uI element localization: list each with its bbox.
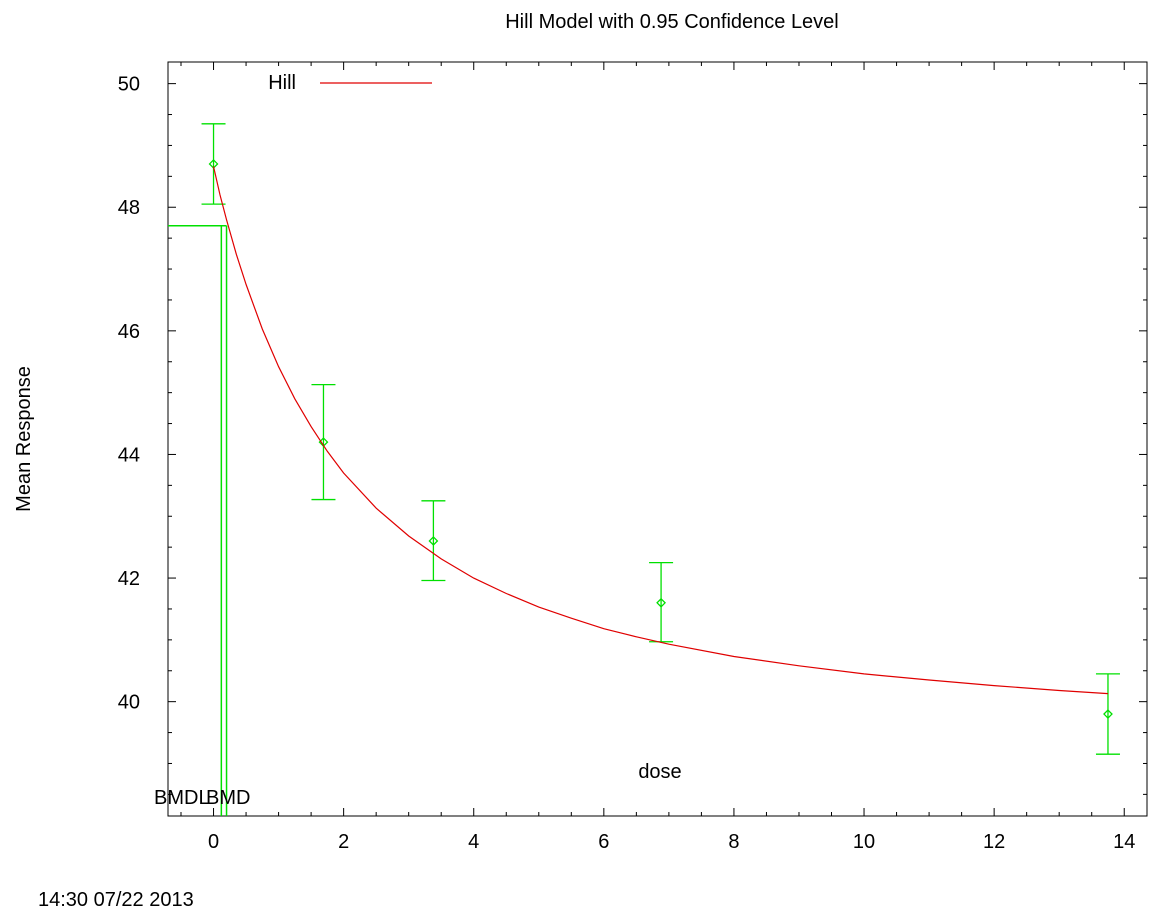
hill-fit-line	[212, 166, 1109, 695]
data-point	[1103, 709, 1113, 719]
y-tick-label: 46	[118, 321, 140, 343]
y-tick-label: 40	[118, 692, 140, 714]
y-tick-label: 42	[118, 568, 140, 590]
y-tick-label: 48	[118, 197, 140, 219]
y-axis-label: Mean Response	[13, 366, 35, 512]
x-axis-label: dose	[638, 761, 681, 783]
legend: Hill	[268, 72, 432, 94]
bmd-label: BMD	[206, 787, 250, 809]
y-axis-ticks: 40 42 44 46 48 50	[118, 74, 1147, 795]
x-axis-ticks: 0 2 4 6 8 10 12 14	[180, 62, 1135, 853]
x-tick-label: 10	[853, 831, 875, 853]
plot-frame	[167, 61, 1148, 817]
x-tick-label: 0	[208, 831, 219, 853]
bmdl-label: BMDL	[154, 787, 210, 809]
data-point	[656, 597, 666, 608]
timestamp: 14:30 07/22 2013	[38, 889, 194, 911]
x-tick-label: 12	[983, 831, 1005, 853]
x-tick-label: 14	[1113, 831, 1135, 853]
y-tick-label: 44	[118, 444, 140, 466]
x-tick-label: 2	[338, 831, 349, 853]
x-tick-label: 6	[598, 831, 609, 853]
chart-title: Hill Model with 0.95 Confidence Level	[505, 11, 839, 33]
observed-data	[201, 123, 1120, 755]
y-tick-label: 50	[118, 74, 140, 96]
x-tick-label: 4	[468, 831, 479, 853]
x-tick-label: 8	[728, 831, 739, 853]
bmd-markers	[168, 225, 228, 816]
legend-label-hill: Hill	[268, 72, 296, 94]
data-point	[428, 536, 439, 546]
